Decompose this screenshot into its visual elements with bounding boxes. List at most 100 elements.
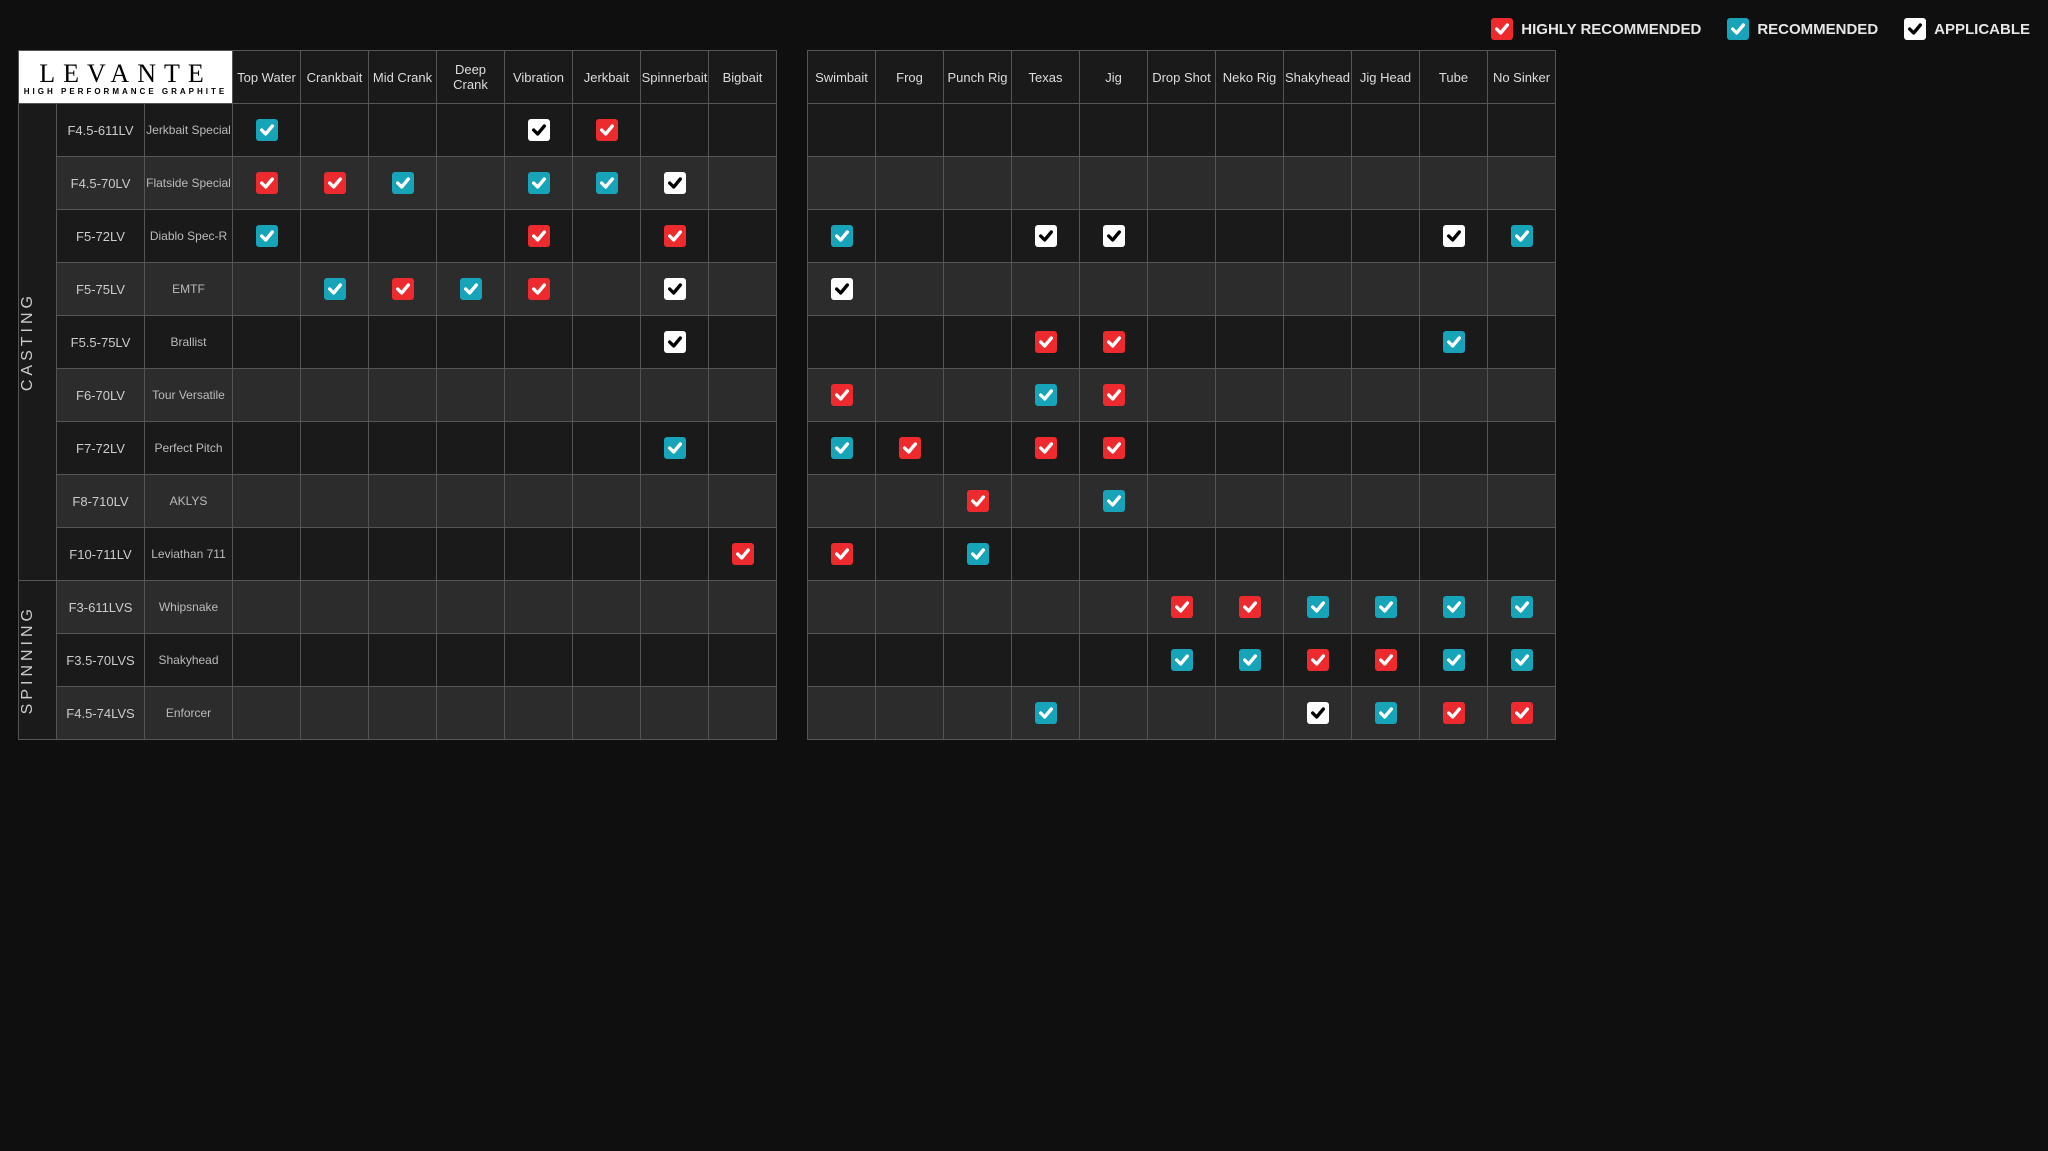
data-cell	[233, 157, 301, 210]
legend-item-applicable: APPLICABLE	[1904, 18, 2030, 40]
check-recommended-icon	[460, 278, 482, 300]
data-cell	[505, 475, 573, 528]
data-cell	[1420, 581, 1488, 634]
col-header: Punch Rig	[944, 51, 1012, 104]
data-cell	[369, 687, 437, 740]
data-cell	[1148, 475, 1216, 528]
nickname-cell: Diablo Spec-R	[145, 210, 233, 263]
data-cell	[876, 581, 944, 634]
data-cell	[944, 369, 1012, 422]
table-row	[808, 104, 1556, 157]
check-recommended-icon	[1727, 18, 1749, 40]
check-highly_recommended-icon	[1239, 596, 1261, 618]
data-cell	[233, 687, 301, 740]
header-row-right: SwimbaitFrogPunch RigTexasJigDrop ShotNe…	[808, 51, 1556, 104]
col-header: Drop Shot	[1148, 51, 1216, 104]
data-cell	[641, 581, 709, 634]
data-cell	[1012, 369, 1080, 422]
data-cell	[369, 104, 437, 157]
check-highly_recommended-icon	[392, 278, 414, 300]
data-cell	[1284, 528, 1352, 581]
brand-tagline: HIGH PERFORMANCE GRAPHITE	[19, 87, 232, 96]
data-cell	[1420, 475, 1488, 528]
data-cell	[437, 475, 505, 528]
data-cell	[1148, 263, 1216, 316]
check-highly_recommended-icon	[1171, 596, 1193, 618]
data-cell	[1352, 422, 1420, 475]
check-highly_recommended-icon	[1103, 331, 1125, 353]
data-cell	[641, 369, 709, 422]
check-highly_recommended-icon	[664, 225, 686, 247]
data-cell	[876, 634, 944, 687]
data-cell	[1080, 210, 1148, 263]
data-cell	[641, 634, 709, 687]
data-cell	[1148, 157, 1216, 210]
data-cell	[1216, 528, 1284, 581]
model-cell: F7-72LV	[57, 422, 145, 475]
data-cell	[1080, 581, 1148, 634]
data-cell	[369, 581, 437, 634]
data-cell	[876, 316, 944, 369]
data-cell	[301, 581, 369, 634]
data-cell	[233, 369, 301, 422]
check-highly_recommended-icon	[1511, 702, 1533, 724]
data-cell	[1284, 422, 1352, 475]
col-header: Mid Crank	[369, 51, 437, 104]
check-recommended-icon	[528, 172, 550, 194]
table-row: F4.5-74LVSEnforcer	[19, 687, 777, 740]
check-applicable-icon	[1103, 225, 1125, 247]
legend-item-recommended: RECOMMENDED	[1727, 18, 1878, 40]
data-cell	[1080, 263, 1148, 316]
check-applicable-icon	[1307, 702, 1329, 724]
data-cell	[1216, 581, 1284, 634]
check-recommended-icon	[256, 225, 278, 247]
tbody-right	[808, 104, 1556, 740]
data-cell	[1284, 687, 1352, 740]
col-header: No Sinker	[1488, 51, 1556, 104]
data-cell	[641, 263, 709, 316]
data-cell	[808, 263, 876, 316]
table-row: F7-72LVPerfect Pitch	[19, 422, 777, 475]
check-recommended-icon	[1511, 649, 1533, 671]
legend-item-highly_recommended: HIGHLY RECOMMENDED	[1491, 18, 1701, 40]
data-cell	[1488, 528, 1556, 581]
nickname-cell: Enforcer	[145, 687, 233, 740]
col-header: Shakyhead	[1284, 51, 1352, 104]
data-cell	[573, 687, 641, 740]
check-highly_recommended-icon	[1103, 384, 1125, 406]
data-cell	[1012, 475, 1080, 528]
tables-wrap: LEVANTEHIGH PERFORMANCE GRAPHITETop Wate…	[18, 50, 2030, 740]
data-cell	[944, 422, 1012, 475]
data-cell	[1216, 104, 1284, 157]
check-recommended-icon	[324, 278, 346, 300]
model-cell: F6-70LV	[57, 369, 145, 422]
data-cell	[369, 634, 437, 687]
check-applicable-icon	[528, 119, 550, 141]
check-highly_recommended-icon	[324, 172, 346, 194]
data-cell	[1488, 157, 1556, 210]
data-cell	[1012, 422, 1080, 475]
data-cell	[1284, 263, 1352, 316]
col-header: Texas	[1012, 51, 1080, 104]
chart-container: HIGHLY RECOMMENDEDRECOMMENDEDAPPLICABLE …	[18, 18, 2030, 740]
data-cell	[1148, 581, 1216, 634]
data-cell	[1488, 422, 1556, 475]
data-cell	[709, 422, 777, 475]
check-highly_recommended-icon	[256, 172, 278, 194]
check-recommended-icon	[1307, 596, 1329, 618]
data-cell	[301, 687, 369, 740]
data-cell	[301, 634, 369, 687]
data-cell	[573, 369, 641, 422]
data-cell	[1284, 316, 1352, 369]
nickname-cell: Perfect Pitch	[145, 422, 233, 475]
data-cell	[1352, 687, 1420, 740]
data-cell	[808, 210, 876, 263]
table-row	[808, 422, 1556, 475]
data-cell	[808, 157, 876, 210]
data-cell	[1488, 210, 1556, 263]
col-header: Bigbait	[709, 51, 777, 104]
check-applicable-icon	[664, 278, 686, 300]
data-cell	[233, 581, 301, 634]
data-cell	[1012, 263, 1080, 316]
data-cell	[709, 475, 777, 528]
